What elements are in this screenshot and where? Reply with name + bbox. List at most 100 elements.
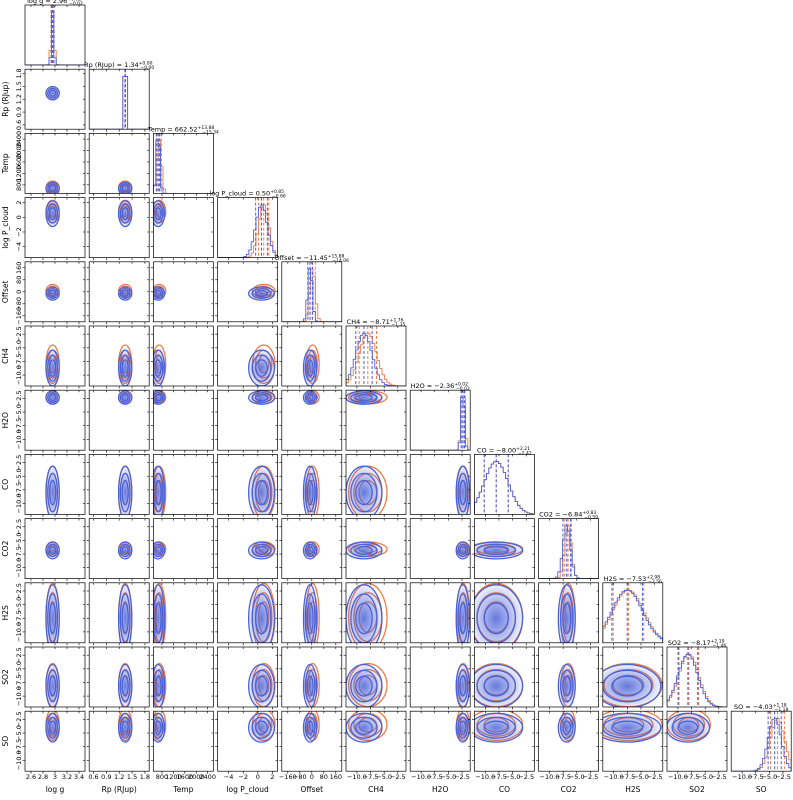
- x-tick-label: −5.0: [697, 773, 713, 781]
- histogram: [731, 717, 792, 772]
- contour: [48, 479, 57, 506]
- panel-frame: [24, 68, 86, 130]
- x-axis-label: H2O: [432, 785, 448, 794]
- contour: [121, 207, 129, 221]
- panel: [86, 518, 150, 582]
- contour: [346, 584, 383, 643]
- y-tick-label: −5.0: [15, 725, 23, 741]
- panel-content: [302, 344, 320, 386]
- title-minus: −14.06: [332, 258, 349, 264]
- x-tick-label: 160: [330, 773, 342, 781]
- contour: [121, 545, 129, 555]
- panel-frame: [281, 261, 343, 323]
- contour: [251, 472, 272, 513]
- x-tick-label: −2.5: [711, 773, 727, 781]
- x-tick-label: −10.0: [732, 773, 752, 781]
- x-tick-label: 1600: [177, 773, 194, 781]
- panel-frame: [153, 197, 214, 258]
- panel-content: [117, 180, 133, 194]
- contour: [48, 185, 57, 193]
- contour: [154, 479, 162, 506]
- contour: [45, 465, 60, 515]
- panel-frame: [24, 325, 86, 387]
- x-tick-label: −7.5: [619, 773, 635, 781]
- panel: [150, 582, 214, 646]
- panel-content: [153, 133, 214, 194]
- panel-frame: [345, 325, 407, 387]
- panel: [536, 582, 599, 646]
- contour: [350, 392, 378, 404]
- contour: [153, 543, 164, 558]
- x-tick-label: 3.2: [62, 773, 72, 781]
- panel-content: [346, 711, 388, 743]
- contour: [247, 349, 276, 386]
- x-tick-label: 0: [310, 773, 314, 781]
- panel: −10.0−7.5−5.0−2.5: [600, 710, 664, 781]
- x-tick-label: 2.6: [26, 773, 36, 781]
- panel: [150, 197, 214, 261]
- contour: [117, 390, 133, 405]
- contour: [346, 663, 383, 707]
- panel-content: [474, 662, 524, 707]
- contour: [117, 286, 133, 301]
- panel-content: [247, 283, 276, 301]
- panel-frame: [217, 710, 278, 772]
- x-tick-label: −10.0: [604, 773, 624, 781]
- x-axis-label: CO2: [561, 785, 577, 794]
- histogram: [89, 75, 150, 130]
- y-axis-label: Offset: [1, 280, 10, 303]
- contour: [474, 541, 524, 560]
- x-tick-label: −160: [279, 773, 297, 781]
- contour: [455, 712, 471, 743]
- x-tick-label: −10.0: [347, 773, 367, 781]
- contour: [306, 393, 314, 402]
- panel-content: [45, 541, 60, 560]
- panel-frame: [88, 582, 150, 644]
- panel: [150, 646, 214, 710]
- panel-content: [45, 390, 60, 405]
- contour: [557, 584, 576, 643]
- contour: [483, 602, 509, 635]
- contour: [45, 349, 60, 386]
- title-minus: −0.66: [272, 194, 286, 200]
- panel-content: [247, 662, 276, 707]
- panel-content: [602, 662, 663, 707]
- panel-frame: [281, 389, 343, 451]
- contour: [251, 288, 272, 299]
- title-minus: −0.59: [584, 515, 598, 521]
- contour: [154, 393, 162, 402]
- title-plus: +1.76: [390, 318, 404, 324]
- y-tick-label: 160: [15, 262, 23, 274]
- title-text: CO = −8.00: [477, 446, 516, 454]
- panel: −10.0−7.5−5.0−2.5: [15, 389, 86, 453]
- panel-content: [302, 711, 320, 743]
- contour: [306, 675, 314, 697]
- panel-frame: [409, 646, 471, 708]
- panel-frame: [474, 518, 535, 579]
- contour: [602, 663, 662, 707]
- x-tick-label: −7.5: [363, 773, 379, 781]
- contour: [117, 712, 133, 743]
- panel-frame: [409, 518, 471, 579]
- title-minus: −1.46: [712, 643, 726, 649]
- panel-frame: [153, 582, 214, 644]
- panel: [600, 646, 664, 710]
- contour: [117, 584, 133, 643]
- contour: [117, 200, 133, 228]
- contour: [47, 593, 59, 643]
- panel-content: [45, 465, 60, 515]
- panel-title: CO2 = −6.84+0.83 −0.59: [539, 510, 598, 521]
- panel-content: [346, 465, 388, 515]
- panel: −10.0−7.5−5.0−2.5: [536, 710, 599, 781]
- x-tick-label: 1.8: [140, 773, 150, 781]
- y-tick-label: −10.0: [15, 750, 23, 770]
- x-tick-label: 1200: [165, 773, 182, 781]
- x-tick-label: −7.5: [491, 773, 507, 781]
- panel-content: [557, 711, 576, 743]
- y-axis-label: Rp (RJup): [1, 82, 10, 117]
- contour: [153, 390, 166, 405]
- panel-content: [117, 344, 133, 386]
- panel-frame: [281, 646, 343, 708]
- contour: [48, 675, 57, 697]
- contour: [153, 593, 164, 643]
